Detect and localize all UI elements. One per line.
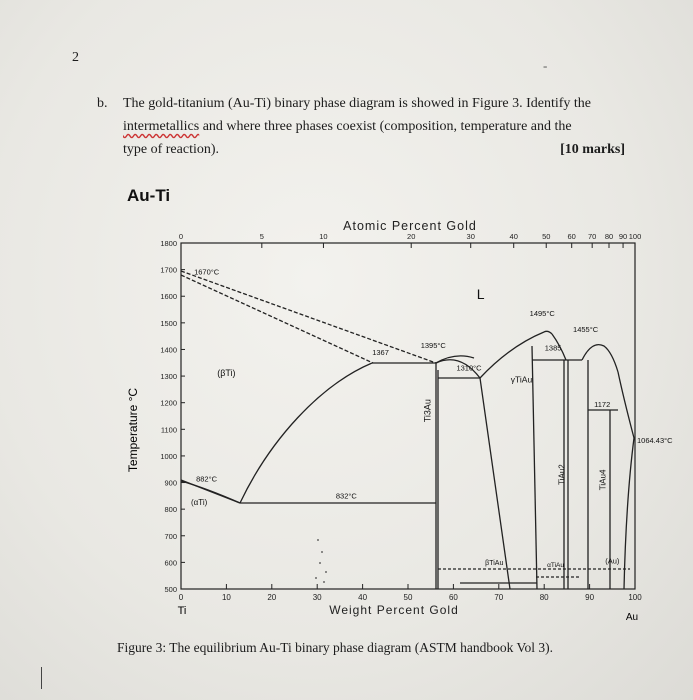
top-tick-label: 0 bbox=[179, 232, 183, 241]
phase-label: (αTi) bbox=[191, 498, 208, 507]
x-tick-label: 20 bbox=[267, 593, 276, 602]
dome-1455 bbox=[581, 343, 619, 373]
x-tick-label: 0 bbox=[179, 593, 184, 602]
x-tick-label: 100 bbox=[628, 593, 642, 602]
intermetallics-word: intermetallics bbox=[123, 119, 200, 134]
phase-label: TiAu4 bbox=[598, 469, 607, 490]
x-axis-title: Weight Percent Gold bbox=[329, 603, 459, 617]
phase-boundaries bbox=[180, 270, 635, 590]
phase-label: Ti3Au bbox=[423, 399, 433, 422]
liquidus-1495 bbox=[543, 330, 553, 335]
top-tick-label: 30 bbox=[467, 232, 475, 241]
y-tick-label: 1400 bbox=[160, 345, 177, 354]
temperature-annotation: 1064.43°C bbox=[637, 436, 673, 445]
margin-mark bbox=[41, 667, 42, 689]
question-line-3: type of reaction). bbox=[123, 142, 220, 157]
temperature-annotation: 1367 bbox=[372, 348, 389, 357]
top-tick-label: 50 bbox=[542, 232, 550, 241]
top-tick-label: 20 bbox=[407, 232, 415, 241]
question-line-2-rest: and where three phases coexist (composit… bbox=[202, 119, 572, 134]
phase-label: γTiAu bbox=[511, 375, 533, 385]
x-tick-label: 80 bbox=[540, 593, 549, 602]
y-tick-label: 1700 bbox=[160, 266, 177, 275]
temperature-annotation: 882°C bbox=[196, 474, 218, 483]
au-solidus bbox=[617, 371, 635, 439]
y-tick-label: 900 bbox=[164, 479, 177, 488]
phase-label: βTiAu bbox=[485, 560, 503, 567]
temperature-annotation: 1172 bbox=[594, 400, 610, 409]
top-tick-label: 5 bbox=[260, 232, 264, 241]
liquidus-1395-dome bbox=[435, 359, 481, 379]
temperature-annotation: 1385 bbox=[545, 343, 562, 352]
x-end-label-left: Ti bbox=[178, 605, 187, 617]
y-tick-label: 1800 bbox=[160, 239, 177, 248]
liquidus-left-dashed bbox=[180, 270, 437, 364]
stray-dash: - bbox=[543, 58, 548, 73]
gamma-tiau-left bbox=[479, 377, 511, 590]
top-tick-label: 80 bbox=[605, 232, 613, 241]
phase-label: αTiAu bbox=[547, 562, 564, 569]
beta-ti-boundary bbox=[239, 362, 373, 504]
top-tick-label: 60 bbox=[568, 232, 576, 241]
y-tick-label: 1000 bbox=[160, 452, 177, 461]
x-tick-label: 10 bbox=[222, 593, 231, 602]
temperature-annotation: 1310°C bbox=[456, 363, 482, 372]
top-tick-label: 100 bbox=[629, 232, 642, 241]
y-axis: 500 600 700 800 900 1000 1100 1200 1300 1400 1500 1… bbox=[160, 239, 185, 594]
temperature-annotation: 1395°C bbox=[421, 341, 447, 350]
x-end-label-right: Au bbox=[626, 612, 638, 623]
x-tick-label: 50 bbox=[404, 593, 413, 602]
y-tick-label: 1300 bbox=[160, 372, 177, 381]
y-tick-label: 700 bbox=[164, 532, 177, 541]
x-tick-label: 60 bbox=[449, 593, 458, 602]
scatter-dots bbox=[315, 539, 327, 583]
top-tick-label: 10 bbox=[319, 232, 327, 241]
top-axis: 0 5 10 20 30 40 50 60 70 80 90 100 bbox=[179, 232, 641, 248]
top-tick-label: 90 bbox=[619, 232, 627, 241]
temperature-annotation: 1670°C bbox=[194, 268, 220, 277]
phase-labels: L (βTi) (αTi) Ti3Au γTiAu TiAu2 TiAu4 βTiAu αTiA… bbox=[191, 286, 620, 569]
y-tick-label: 1600 bbox=[160, 292, 177, 301]
y-tick-label: 500 bbox=[164, 585, 177, 594]
temperature-annotation: 1455°C bbox=[573, 325, 599, 334]
gamma-tiau-dome bbox=[479, 331, 545, 379]
temperature-annotation: 832°C bbox=[336, 492, 358, 501]
alpha-ti-boundary bbox=[180, 479, 241, 504]
gamma-tiau-right bbox=[531, 345, 538, 590]
top-tick-label: 70 bbox=[588, 232, 596, 241]
temperature-annotations: 1670°C 1367 1395°C 1310°C 1495°C 1455°C 1385 11… bbox=[194, 268, 673, 501]
question-letter: b. bbox=[97, 96, 108, 111]
y-tick-label: 1500 bbox=[160, 319, 177, 328]
x-tick-label: 30 bbox=[313, 593, 322, 602]
x-tick-label: 70 bbox=[494, 593, 503, 602]
top-tick-label: 40 bbox=[510, 232, 518, 241]
y-tick-label: 1100 bbox=[161, 425, 177, 434]
phase-label: (Au) bbox=[605, 557, 620, 566]
chart-title: Au-Ti bbox=[127, 186, 170, 205]
figure-caption: Figure 3: The equilibrium Au-Ti binary p… bbox=[117, 640, 553, 655]
temperature-annotation: 1495°C bbox=[530, 309, 556, 318]
y-tick-label: 800 bbox=[164, 505, 177, 514]
x-tick-label: 90 bbox=[585, 593, 594, 602]
question-line-2: intermetallics and where three phases co… bbox=[123, 115, 572, 138]
liquidus-ti3au-top bbox=[435, 355, 475, 364]
phase-label: L bbox=[477, 286, 485, 302]
y-axis-title: Temperature °C bbox=[126, 388, 140, 472]
phase-label: TiAu2 bbox=[558, 464, 567, 485]
y-tick-label: 1200 bbox=[160, 399, 177, 408]
phase-label: (βTi) bbox=[217, 368, 235, 378]
au-solvus bbox=[623, 437, 635, 590]
liquidus-right-falling bbox=[551, 333, 567, 361]
question-line-1: The gold-titanium (Au-Ti) binary phase d… bbox=[123, 96, 592, 111]
x-axis: 0 10 20 30 40 50 60 70 80 90 100 bbox=[179, 584, 642, 602]
top-axis-label: Atomic Percent Gold bbox=[343, 219, 477, 233]
y-tick-label: 600 bbox=[164, 558, 177, 567]
x-tick-label: 40 bbox=[358, 593, 367, 602]
question-marks: [10 marks] bbox=[560, 142, 625, 157]
page-number: 2 bbox=[72, 50, 79, 65]
solidus-left-dashed bbox=[180, 274, 374, 364]
